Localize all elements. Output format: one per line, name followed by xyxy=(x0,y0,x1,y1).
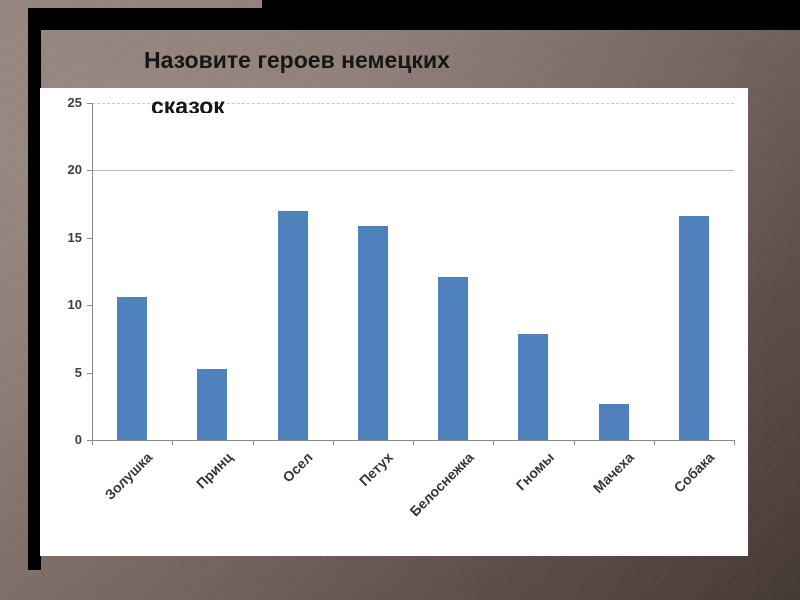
x-category-label: Собака xyxy=(670,449,718,496)
x-axis-tick-mark xyxy=(332,440,334,445)
y-axis-tick-mark xyxy=(87,237,92,239)
bar xyxy=(678,216,709,440)
x-axis-tick-mark xyxy=(252,440,254,445)
slide-title-line2: сказок xyxy=(151,101,225,113)
slide-title-line1: Назовите героев немецких xyxy=(144,47,450,73)
y-axis-tick-label: 10 xyxy=(67,297,82,313)
x-axis-tick-mark xyxy=(413,440,414,445)
bar xyxy=(277,210,308,440)
x-category-label: Мачеха xyxy=(589,449,637,497)
y-axis-tick-mark xyxy=(87,170,92,172)
bar xyxy=(357,225,388,440)
x-axis-tick-mark xyxy=(172,440,174,445)
x-axis-tick-mark xyxy=(734,440,735,445)
bar-chart: 0 5 10 15 20 25 Золушка Принц Осел Петух Белоснежк… xyxy=(40,88,748,556)
x-category-label: Белоснежка xyxy=(406,449,477,520)
y-axis-tick-label: 25 xyxy=(67,95,82,110)
frame-left-bar xyxy=(28,8,41,570)
frame-top-right-bar xyxy=(262,0,800,9)
x-category-label: Принц xyxy=(193,449,236,492)
slide-title: Назовите героев немецких xyxy=(144,46,450,74)
gridline xyxy=(92,103,734,104)
y-axis-tick-mark xyxy=(87,305,92,307)
y-axis-tick-label: 20 xyxy=(67,162,82,178)
bar xyxy=(117,297,148,440)
x-axis-tick-mark xyxy=(493,440,495,445)
frame-top-bar xyxy=(28,8,800,30)
y-axis-tick-mark xyxy=(87,440,92,441)
bar xyxy=(197,368,228,440)
bar xyxy=(598,403,629,440)
x-category-label: Осел xyxy=(279,449,316,486)
y-axis-tick-label: 0 xyxy=(74,432,82,447)
x-category-label: Золушка xyxy=(101,449,156,503)
y-axis-tick-mark xyxy=(87,372,92,374)
gridline xyxy=(92,170,734,172)
y-axis-tick-label: 5 xyxy=(74,364,82,380)
y-axis-line xyxy=(92,103,93,440)
x-category-label: Петух xyxy=(356,449,397,490)
x-axis-tick-mark xyxy=(92,440,93,445)
y-axis-tick-label: 15 xyxy=(67,229,82,245)
slide-title-line2-clipped: сказок xyxy=(151,101,225,113)
x-axis-tick-mark xyxy=(573,440,575,445)
bar xyxy=(518,333,549,440)
bar xyxy=(438,276,469,440)
x-axis-tick-mark xyxy=(653,440,655,445)
y-axis-tick-mark xyxy=(87,103,92,104)
x-category-label: Гномы xyxy=(512,449,557,494)
